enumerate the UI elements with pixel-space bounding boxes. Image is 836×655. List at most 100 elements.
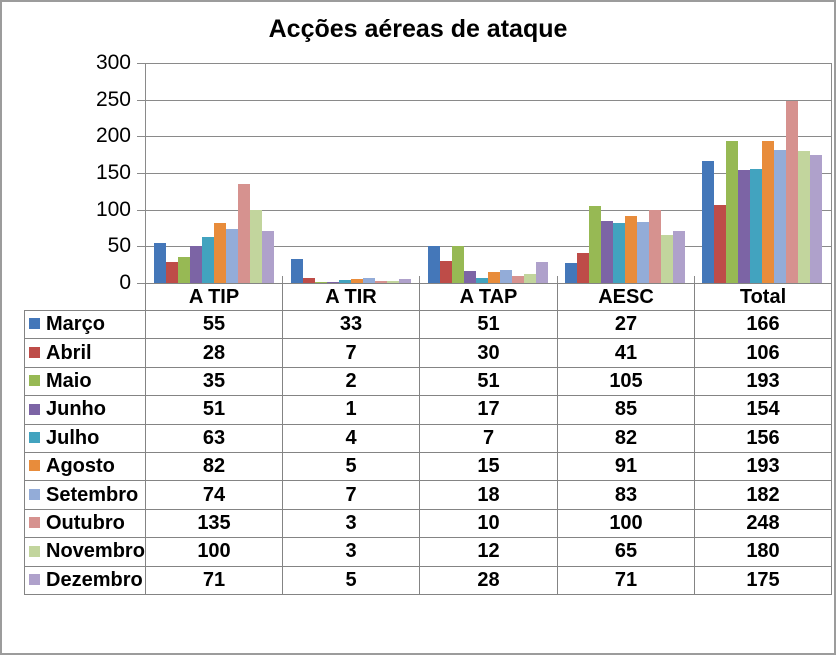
bar-novembro-aesc bbox=[661, 235, 673, 283]
bar-abril-total bbox=[714, 205, 726, 283]
cell-agosto-atir: 5 bbox=[282, 451, 420, 482]
cell-agosto-atap: 15 bbox=[419, 451, 558, 482]
cell-março-total: 166 bbox=[694, 309, 832, 340]
legend-swatch-maio bbox=[29, 375, 40, 387]
bar-setembro-total bbox=[774, 150, 786, 283]
bar-outubro-atap bbox=[512, 276, 524, 283]
bar-setembro-atap bbox=[500, 270, 512, 283]
bar-setembro-atir bbox=[363, 278, 375, 283]
bar-março-atip bbox=[154, 243, 166, 283]
bar-março-atap bbox=[428, 246, 440, 283]
cell-abril-atip: 28 bbox=[145, 338, 283, 368]
table-header-row: A TIP A TIR A TAP AESC Total bbox=[25, 283, 832, 311]
bar-dezembro-atir bbox=[399, 279, 411, 283]
bar-junho-atip bbox=[190, 246, 202, 283]
cell-maio-aesc: 105 bbox=[557, 366, 695, 397]
bar-outubro-atir bbox=[375, 281, 387, 283]
bar-outubro-atip bbox=[238, 184, 250, 283]
bar-março-atir bbox=[291, 259, 303, 283]
cell-julho-total: 156 bbox=[694, 423, 832, 453]
bar-dezembro-atap bbox=[536, 262, 548, 283]
bar-agosto-aesc bbox=[625, 216, 637, 283]
bar-março-total bbox=[702, 161, 714, 283]
bar-dezembro-aesc bbox=[673, 231, 685, 283]
table-row-setembro: Setembro 74 7 18 83 182 bbox=[24, 480, 832, 510]
cell-dezembro-atap: 28 bbox=[419, 565, 558, 595]
cell-maio-total: 193 bbox=[694, 366, 832, 397]
bar-dezembro-atip bbox=[262, 231, 274, 283]
y-axis-tick-50 bbox=[137, 246, 145, 247]
bar-maio-total bbox=[726, 141, 738, 283]
table-row-março: Março 55 33 51 27 166 bbox=[24, 309, 832, 340]
bar-maio-atip bbox=[178, 257, 190, 283]
legend-swatch-agosto bbox=[29, 460, 40, 472]
y-axis-tick-150 bbox=[137, 173, 145, 174]
table-corner-cell bbox=[25, 284, 146, 311]
y-axis-label-0: 0 bbox=[119, 271, 131, 294]
cell-outubro-aesc: 100 bbox=[557, 508, 695, 539]
cell-junho-aesc: 85 bbox=[557, 395, 695, 425]
month-name: Junho bbox=[46, 398, 106, 421]
cell-julho-aesc: 82 bbox=[557, 423, 695, 453]
legend-swatch-março bbox=[29, 318, 40, 330]
bar-junho-aesc bbox=[601, 221, 613, 283]
cell-novembro-atir: 3 bbox=[282, 537, 420, 567]
cell-dezembro-atip: 71 bbox=[145, 565, 283, 595]
cell-setembro-atip: 74 bbox=[145, 480, 283, 510]
bar-novembro-total bbox=[798, 151, 810, 283]
bar-setembro-aesc bbox=[637, 222, 649, 283]
y-axis-tick-300 bbox=[137, 63, 145, 64]
bar-novembro-atip bbox=[250, 210, 262, 283]
row-label-novembro: Novembro bbox=[24, 537, 146, 567]
row-label-maio: Maio bbox=[24, 366, 146, 397]
table-row-julho: Julho 63 4 7 82 156 bbox=[24, 423, 832, 453]
y-axis-tick-250 bbox=[137, 100, 145, 101]
column-header-total: Total bbox=[694, 283, 832, 311]
cell-outubro-atap: 10 bbox=[419, 508, 558, 539]
y-axis-tick-100 bbox=[137, 210, 145, 211]
chart-title: Acções aéreas de ataque bbox=[268, 15, 568, 43]
row-label-outubro: Outubro bbox=[24, 508, 146, 539]
y-axis-label-250: 250 bbox=[95, 88, 131, 111]
plot-right-border bbox=[831, 63, 832, 283]
gridline-300 bbox=[145, 63, 832, 64]
month-name: Novembro bbox=[46, 540, 145, 563]
cell-junho-atap: 17 bbox=[419, 395, 558, 425]
month-name: Março bbox=[46, 313, 105, 336]
cell-abril-atap: 30 bbox=[419, 338, 558, 368]
legend-swatch-junho bbox=[29, 403, 40, 415]
y-axis-label-300: 300 bbox=[95, 51, 131, 74]
row-label-dezembro: Dezembro bbox=[24, 565, 146, 595]
cell-maio-atip: 35 bbox=[145, 366, 283, 397]
gridline-150 bbox=[145, 173, 832, 174]
y-axis-tick-200 bbox=[137, 136, 145, 137]
table-row-outubro: Outubro 135 3 10 100 248 bbox=[24, 508, 832, 539]
bar-julho-atir bbox=[339, 280, 351, 283]
bar-julho-total bbox=[750, 169, 762, 283]
cell-julho-atip: 63 bbox=[145, 423, 283, 453]
month-name: Agosto bbox=[46, 455, 115, 478]
cell-abril-aesc: 41 bbox=[557, 338, 695, 368]
data-table: A TIP A TIR A TAP AESC Total Março 55 33 51 27 166… bbox=[24, 283, 832, 595]
column-header-aesc: AESC bbox=[557, 283, 695, 311]
column-header-atir: A TIR bbox=[282, 283, 420, 311]
bar-abril-atap bbox=[440, 261, 452, 283]
gridline-250 bbox=[145, 100, 832, 101]
gridline-100 bbox=[145, 210, 832, 211]
cell-dezembro-aesc: 71 bbox=[557, 565, 695, 595]
bar-agosto-total bbox=[762, 141, 774, 283]
cell-março-atip: 55 bbox=[145, 309, 283, 340]
row-label-setembro: Setembro bbox=[24, 480, 146, 510]
bar-agosto-atap bbox=[488, 272, 500, 283]
table-row-agosto: Agosto 82 5 15 91 193 bbox=[24, 451, 832, 482]
gridline-200 bbox=[145, 136, 832, 137]
legend-swatch-julho bbox=[29, 431, 40, 443]
legend-swatch-abril bbox=[29, 346, 40, 358]
cell-novembro-aesc: 65 bbox=[557, 537, 695, 567]
bar-maio-aesc bbox=[589, 206, 601, 283]
cell-setembro-atir: 7 bbox=[282, 480, 420, 510]
bar-março-aesc bbox=[565, 263, 577, 283]
bar-junho-total bbox=[738, 170, 750, 283]
cell-junho-atir: 1 bbox=[282, 395, 420, 425]
category-tick-2 bbox=[419, 276, 420, 283]
